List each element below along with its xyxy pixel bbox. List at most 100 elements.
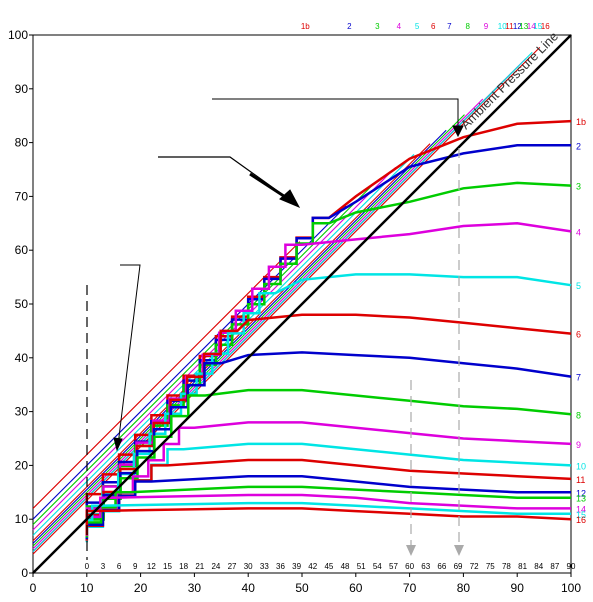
y-tick-label: 60: [15, 243, 29, 257]
x-tick-label: 50: [295, 581, 309, 595]
arrow-to-steps: [117, 264, 141, 446]
curve-label-8: 8: [576, 410, 581, 420]
curve-label-4: 4: [576, 227, 581, 237]
marker-arrow-60: [406, 545, 416, 556]
rate-line-8: [32, 114, 465, 547]
curve-11: [85, 458, 572, 541]
rate-line-label-2: 2: [347, 22, 352, 31]
inner-tick-label: 78: [502, 562, 511, 571]
x-tick-label: 40: [242, 581, 256, 595]
x-tick-label: 0: [30, 581, 37, 595]
curve-9: [85, 421, 572, 542]
y-tick-label: 40: [15, 351, 29, 365]
rate-line-label-9: 9: [484, 22, 489, 31]
inner-tick-label: 39: [292, 562, 301, 571]
inner-tick-label: 0: [85, 562, 90, 571]
curve-13: [85, 485, 571, 538]
curve-label-13: 13: [576, 494, 586, 504]
x-tick-label: 60: [349, 581, 363, 595]
rate-line-label-1b: 1b: [301, 22, 310, 31]
curve-3: [85, 181, 572, 527]
rate-line-label-8: 8: [465, 22, 470, 31]
inner-tick-label: 60: [405, 562, 414, 571]
rate-line-label-14: 14: [527, 22, 536, 31]
y-tick-label: 30: [15, 405, 29, 419]
x-tick-label: 90: [511, 581, 525, 595]
curve-label-12: 12: [576, 488, 586, 498]
ambient-pressure-line: [32, 34, 572, 574]
curve-label-7: 7: [576, 373, 581, 383]
inner-tick-label: 48: [341, 562, 350, 571]
arrowhead-ambient: [452, 125, 464, 138]
y-tick-label: 0: [21, 566, 28, 580]
curve-12: [85, 474, 571, 540]
inner-tick-label: 15: [163, 562, 172, 571]
marker-arrow-69: [454, 545, 464, 556]
rate-line-label-12: 12: [513, 22, 522, 31]
arrow-to-lines: [158, 156, 294, 203]
y-tick-label: 20: [15, 458, 29, 472]
rate-line-label-10: 10: [498, 22, 507, 31]
x-tick-label: 80: [457, 581, 471, 595]
y-tick-label: 10: [15, 512, 29, 526]
inner-tick-label: 42: [308, 562, 317, 571]
curve-label-1b: 1b: [576, 117, 586, 127]
curve-label-15: 15: [576, 510, 586, 520]
rate-line-label-11: 11: [505, 22, 514, 31]
inner-tick-label: 72: [470, 562, 479, 571]
inner-tick-label: 30: [244, 562, 253, 571]
rate-line-4: [32, 166, 397, 531]
curve-4: [85, 222, 572, 531]
inner-tick-label: 21: [195, 562, 204, 571]
rate-line-label-5: 5: [415, 22, 420, 31]
curve-label-2: 2: [576, 141, 581, 151]
rate-line-label-4: 4: [397, 22, 402, 31]
x-tick-label: 100: [561, 581, 581, 595]
inner-tick-label: 75: [486, 562, 495, 571]
x-tick-label: 30: [188, 581, 202, 595]
x-tick-label: 20: [134, 581, 148, 595]
inner-tick-label: 90: [567, 562, 576, 571]
inner-tick-label: 54: [373, 562, 382, 571]
curve-label-16: 16: [576, 515, 586, 525]
curve-15: [85, 501, 571, 535]
x-tick-label: 10: [80, 581, 94, 595]
inner-tick-label: 9: [133, 562, 138, 571]
inner-tick-label: 69: [454, 562, 463, 571]
curve-label-6: 6: [576, 330, 581, 340]
curve-5: [85, 273, 572, 535]
curve-label-14: 14: [576, 504, 586, 514]
inner-tick-label: 6: [117, 562, 122, 571]
rate-line-label-3: 3: [375, 22, 380, 31]
curve-1b: [85, 119, 572, 514]
arrow-to-ambient: [212, 98, 459, 130]
curve-label-5: 5: [576, 281, 581, 291]
inner-tick-label: 57: [389, 562, 398, 571]
rate-line-7: [32, 129, 447, 544]
rate-line-2: [32, 205, 347, 520]
inner-tick-label: 36: [276, 562, 285, 571]
arrowhead-steps: [113, 437, 123, 452]
rate-line-16: [32, 46, 541, 555]
rate-line-label-6: 6: [431, 22, 436, 31]
y-axis-ticks: 0 10 20 30 40 50 60 70 80 90 100: [8, 28, 33, 580]
inner-tick-label: 12: [147, 562, 156, 571]
y-tick-label: 70: [15, 189, 29, 203]
y-tick-label: 50: [15, 297, 29, 311]
rate-line-1b: [32, 241, 301, 509]
inner-tick-label: 87: [550, 562, 559, 571]
ambient-pressure-label: Ambient Pressure Line: [458, 29, 562, 133]
inner-tick-label: 81: [518, 562, 527, 571]
inner-tick-label: 51: [357, 562, 366, 571]
y-tick-label: 90: [15, 82, 29, 96]
inner-tick-label: 45: [324, 562, 333, 571]
inner-tick-label: 33: [260, 562, 269, 571]
annotation-arrows: [86, 98, 464, 560]
y-tick-label: 100: [8, 28, 28, 42]
rate-line-label-15: 15: [533, 22, 542, 31]
x-tick-label: 70: [403, 581, 417, 595]
curve-2: [85, 144, 571, 523]
rate-line-15: [32, 51, 533, 552]
inner-time-ticks: 0 3 6 9 12 15 18 21 24 27 30 33 36 39 42 45 48 51 54 57 60 63…: [85, 562, 576, 571]
